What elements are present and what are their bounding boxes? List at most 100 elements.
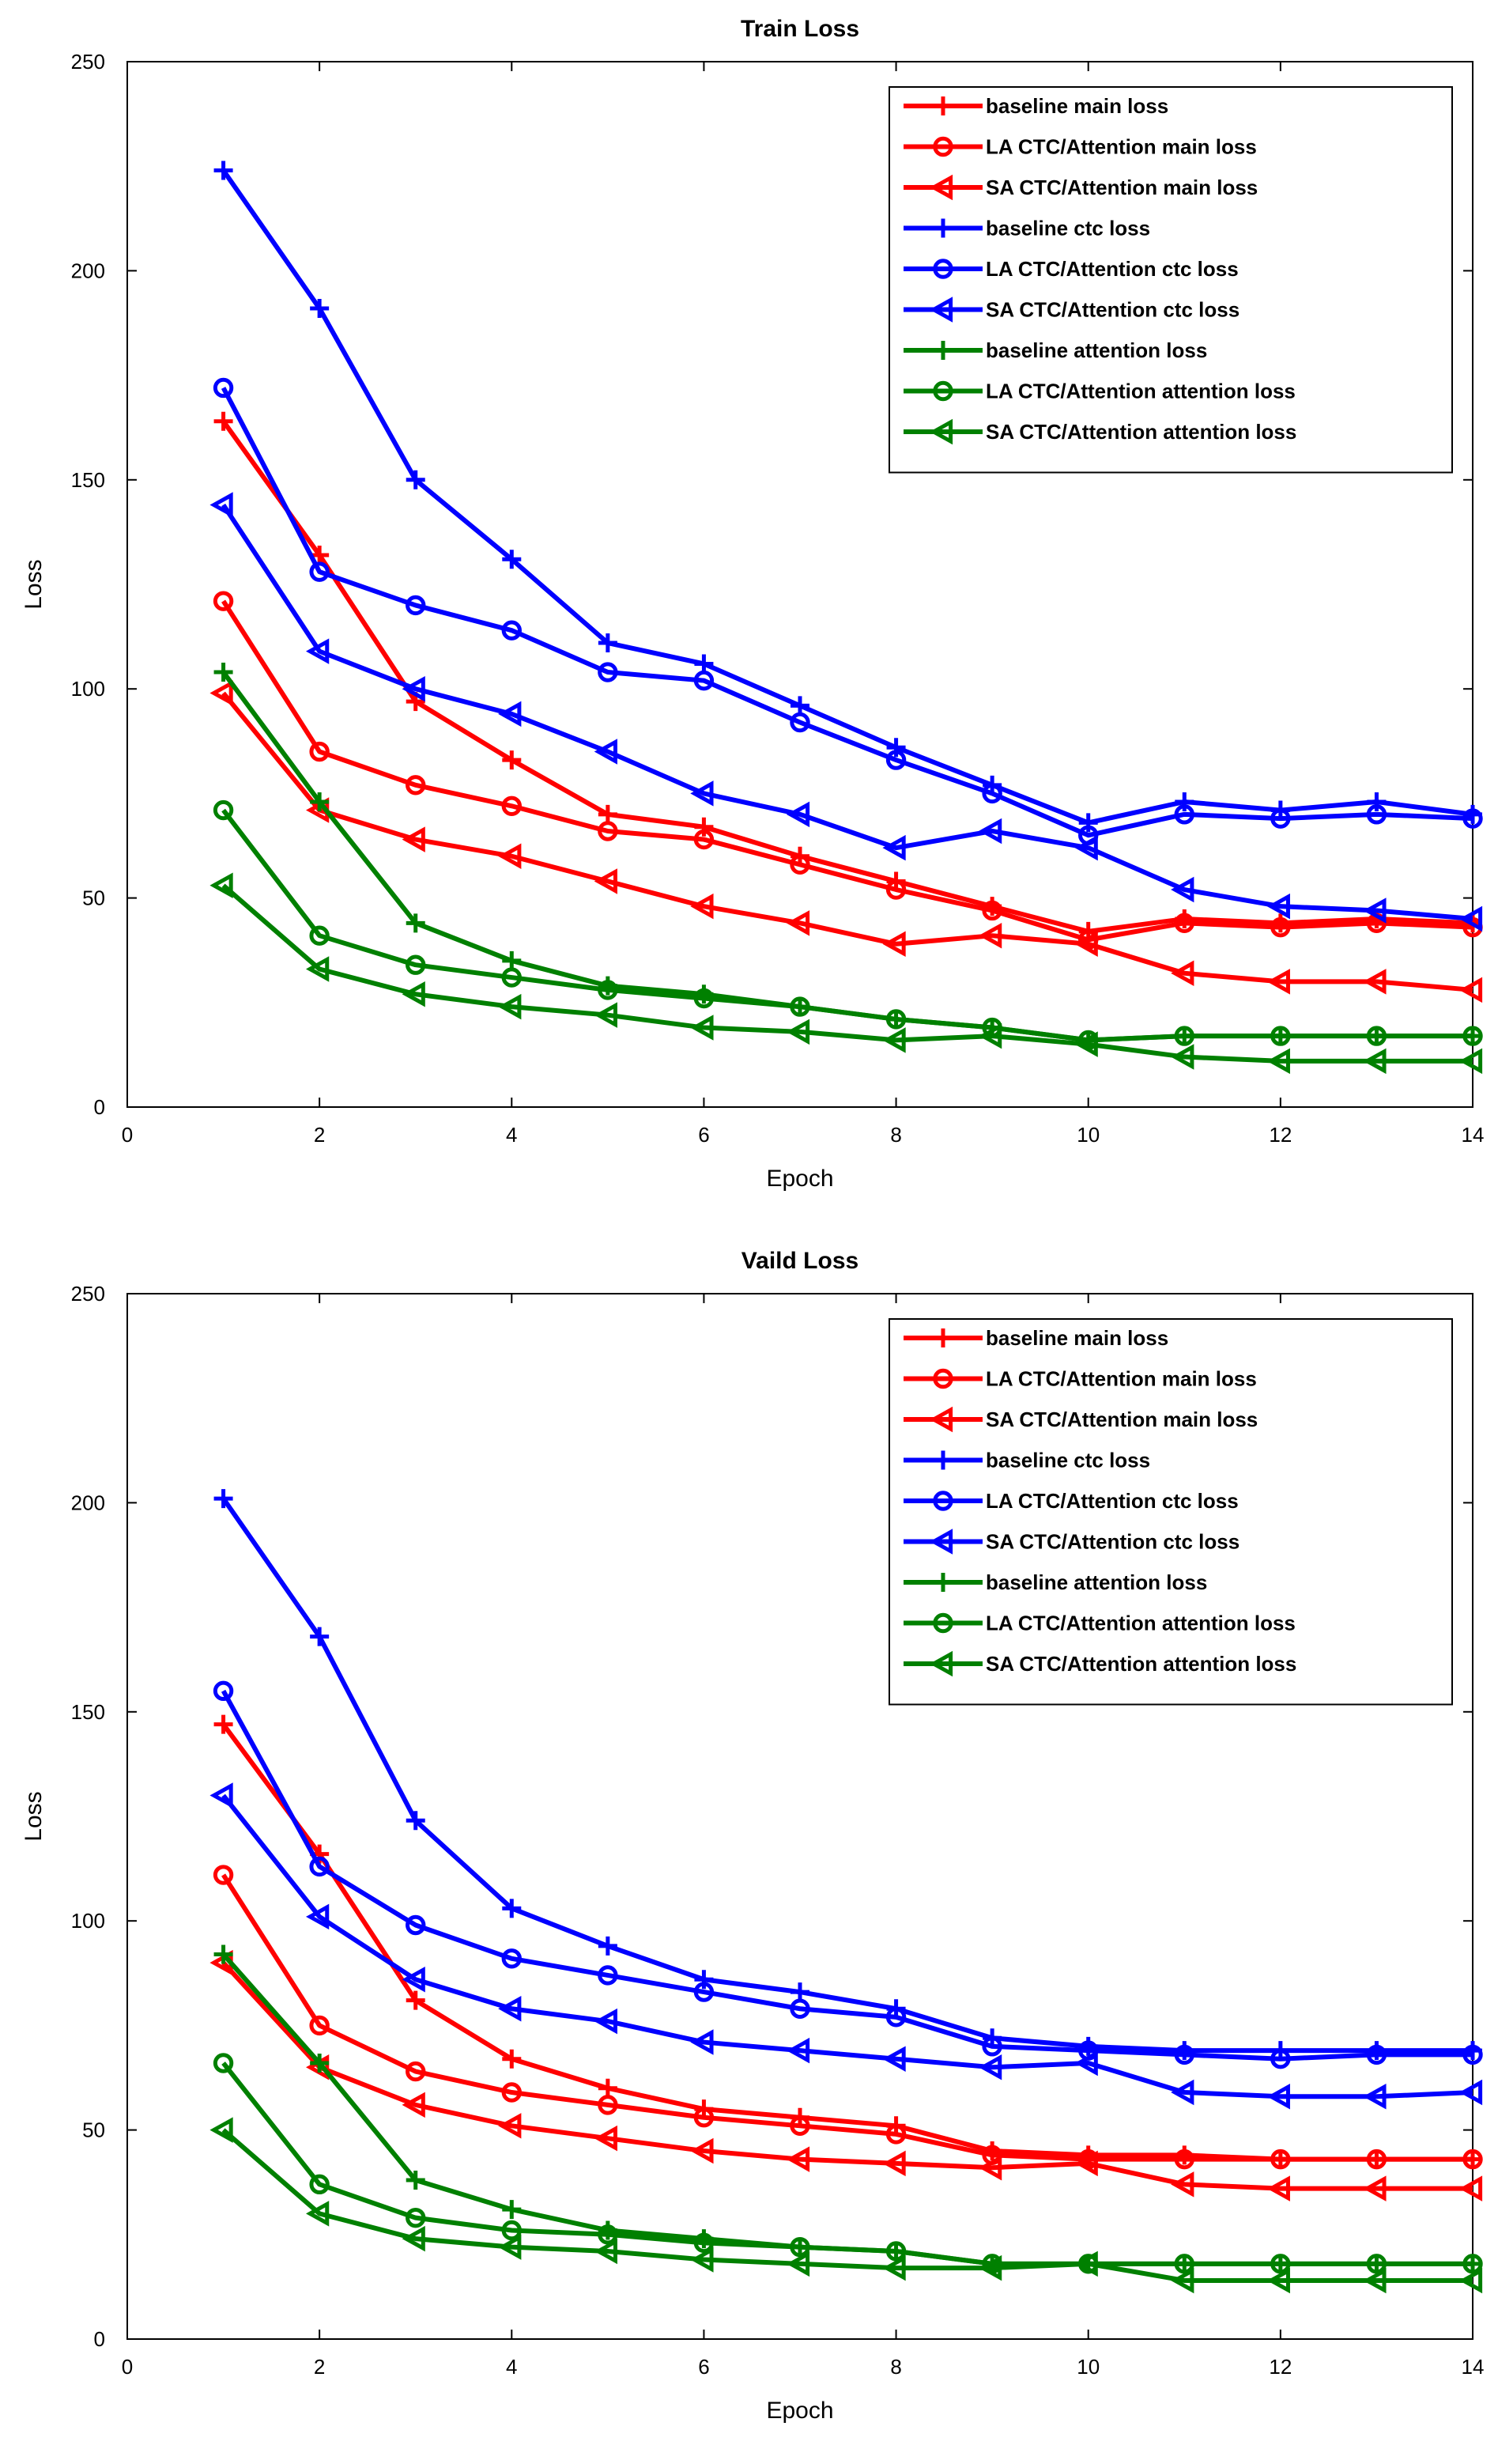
legend-entry: baseline ctc loss [904,1449,1150,1472]
data-point-la-ctc-attention-main-loss [213,591,234,611]
data-point-sa-ctc-attention-ctc-loss [690,2029,714,2055]
data-point-sa-ctc-attention-main-loss [1458,977,1483,1003]
data-point-sa-ctc-attention-main-loss [690,893,714,920]
legend-label: baseline main loss [986,1326,1168,1350]
data-point-baseline-main-loss [502,2049,522,2069]
data-point-sa-ctc-attention-attention-loss [1458,2267,1483,2294]
legend-swatch-marker [929,1406,953,1433]
data-point-sa-ctc-attention-attention-loss [1074,1031,1098,1057]
data-point-la-ctc-attention-main-loss [309,741,330,762]
data-point-sa-ctc-attention-ctc-loss [1363,2084,1387,2110]
data-point-la-ctc-attention-main-loss [693,829,715,850]
data-point-la-ctc-attention-main-loss [309,2015,330,2036]
data-point-baseline-ctc-loss [406,470,425,489]
data-point-sa-ctc-attention-attention-loss [690,2247,714,2273]
legend-entry: baseline main loss [904,94,1168,118]
legend-label: LA CTC/Attention ctc loss [986,257,1239,281]
data-point-baseline-ctc-loss [213,161,233,180]
y-axis-label: Loss [21,559,47,609]
legend-entry: SA CTC/Attention attention loss [904,1650,1296,1677]
legend-swatch-marker [929,174,953,201]
data-point-la-ctc-attention-attention-loss [309,2174,330,2195]
x-tick-label: 8 [890,2355,901,2379]
y-tick-label: 150 [71,468,105,492]
data-point-sa-ctc-attention-main-loss [978,2154,1002,2181]
x-tick-label: 2 [314,2355,325,2379]
legend-label: SA CTC/Attention main loss [986,1408,1258,1431]
data-point-sa-ctc-attention-ctc-loss [786,801,810,828]
legend-entry: LA CTC/Attention main loss [904,1367,1257,1391]
data-point-la-ctc-attention-ctc-loss [501,620,522,641]
data-point-sa-ctc-attention-main-loss [1458,2175,1483,2201]
data-point-sa-ctc-attention-ctc-loss [305,638,330,664]
data-point-la-ctc-attention-main-loss [598,821,618,841]
legend-label: SA CTC/Attention attention loss [986,420,1296,444]
data-point-la-ctc-attention-main-loss [1174,2148,1194,2170]
legend-swatch-marker [933,380,953,402]
data-point-sa-ctc-attention-ctc-loss [978,818,1002,845]
data-point-la-ctc-attention-ctc-loss [790,712,810,733]
legend-label: SA CTC/Attention ctc loss [986,298,1240,322]
data-point-sa-ctc-attention-attention-loss [1363,1048,1387,1075]
x-tick-label: 6 [698,1123,709,1147]
data-point-sa-ctc-attention-attention-loss [402,2225,425,2252]
data-point-sa-ctc-attention-main-loss [402,826,425,852]
x-tick-label: 4 [506,2355,517,2379]
legend-swatch-marker [933,1368,953,1389]
data-point-sa-ctc-attention-attention-loss [1074,2250,1098,2277]
x-tick-label: 0 [122,1123,133,1147]
legend-swatch-marker [934,341,953,360]
data-point-sa-ctc-attention-attention-loss [882,1027,906,1053]
data-point-sa-ctc-attention-attention-loss [1266,1048,1290,1075]
series-line-sa-ctc-attention-main-loss [221,1961,1473,2191]
x-tick-label: 10 [1077,2355,1100,2379]
data-point-baseline-ctc-loss [598,633,617,653]
data-point-la-ctc-attention-main-loss [982,900,1002,921]
legend-label: SA CTC/Attention attention loss [986,1652,1296,1676]
legend-label: baseline attention loss [986,1570,1207,1594]
valid-loss-plot: Vaild Loss 0 50 100 150 200 250 0 2 4 6 8 10 12 14 Epoc… [21,1248,1484,2424]
series-la-ctc-attention-attention-loss [213,799,1483,1051]
data-point-la-ctc-attention-attention-loss [406,954,426,975]
data-point-la-ctc-attention-ctc-loss [1366,2044,1387,2065]
legend: baseline main loss LA CTC/Attention main … [889,1318,1453,1706]
data-point-la-ctc-attention-main-loss [790,2115,810,2137]
legend-label: SA CTC/Attention ctc loss [986,1530,1240,1554]
data-point-baseline-attention-loss [310,2053,330,2073]
data-point-baseline-attention-loss [406,913,425,933]
data-point-baseline-main-loss [213,411,233,431]
data-point-la-ctc-attention-attention-loss [598,2224,618,2245]
legend-swatch-marker [933,1612,953,1634]
series-line-la-ctc-attention-ctc-loss [221,387,1473,838]
series-line-baseline-main-loss [221,420,1473,934]
data-point-la-ctc-attention-ctc-loss [693,1982,715,2002]
data-point-la-ctc-attention-attention-loss [693,2232,715,2254]
x-tick-label: 10 [1077,1123,1100,1147]
data-point-la-ctc-attention-main-loss [1462,2148,1483,2170]
legend-label: SA CTC/Attention main loss [986,176,1258,199]
data-point-baseline-ctc-loss [598,1936,617,1956]
valid-loss-chart: Vaild Loss 0 50 100 150 200 250 0 2 4 6 8 10 12 14 Epoc… [0,1232,1498,2464]
chart-title: Vaild Loss [741,1248,858,1274]
series-sa-ctc-attention-main-loss [209,680,1483,1003]
data-point-sa-ctc-attention-main-loss [594,2125,617,2152]
legend-swatch-marker [934,1450,953,1470]
plot-area-frame [126,61,1473,1108]
data-point-la-ctc-attention-ctc-loss [309,561,330,582]
legend-entry: LA CTC/Attention main loss [904,135,1257,159]
data-point-la-ctc-attention-attention-loss [1462,2254,1483,2274]
data-point-baseline-attention-loss [310,792,330,811]
y-tick-label: 50 [82,2118,105,2142]
x-axis-label: Epoch [766,1166,833,1192]
series-la-ctc-attention-main-loss [213,1865,1483,2170]
series-sa-ctc-attention-ctc-loss [209,492,1483,932]
data-point-sa-ctc-attention-main-loss [882,2150,906,2177]
data-point-baseline-ctc-loss [502,1899,522,1918]
legend-label: baseline ctc loss [986,1449,1150,1472]
data-point-sa-ctc-attention-main-loss [1363,2175,1387,2201]
legend-entry: LA CTC/Attention attention loss [904,1612,1296,1635]
train-loss-chart: Train Loss 0 50 100 150 200 250 0 2 4 6 8 10 12 14 Epoc… [21,16,1484,1192]
data-point-la-ctc-attention-ctc-loss [1270,808,1291,829]
data-point-sa-ctc-attention-attention-loss [786,1018,810,1045]
data-point-sa-ctc-attention-ctc-loss [1171,2079,1194,2106]
